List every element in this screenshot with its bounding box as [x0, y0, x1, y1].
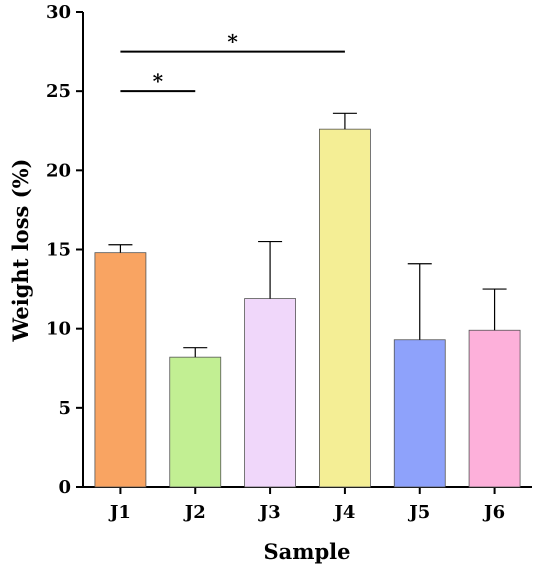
y-axis: 0 5 10 15 20 25 30: [46, 2, 83, 498]
error-bars: [108, 113, 506, 357]
bar-J1: [95, 253, 146, 487]
y-tick-label-10: 10: [46, 319, 71, 340]
bar-J2: [170, 357, 221, 487]
bars: [95, 129, 520, 487]
bar-J4: [319, 129, 370, 487]
x-tick-label-J4: J4: [332, 502, 355, 523]
x-tick-label-J6: J6: [482, 502, 505, 523]
x-tick-label-J5: J5: [407, 502, 430, 523]
bar-J3: [245, 299, 296, 487]
x-axis-title: Sample: [263, 539, 350, 564]
x-tick-label-J1: J1: [108, 502, 131, 523]
x-axis: J1 J2 J3 J4 J5 J6: [82, 487, 532, 523]
bar-J5: [394, 340, 445, 487]
y-tick-label-15: 15: [46, 240, 71, 261]
y-axis-title: Weight loss (%): [8, 159, 33, 343]
bar-J6: [469, 330, 520, 487]
y-tick-label-5: 5: [58, 398, 71, 419]
y-tick-label-0: 0: [58, 477, 71, 498]
significance-label-J1-J2: *: [153, 69, 164, 93]
x-tick-label-J3: J3: [258, 502, 281, 523]
y-tick-label-25: 25: [46, 81, 71, 102]
significance-label-J1-J4: *: [227, 30, 238, 54]
y-tick-label-20: 20: [46, 160, 71, 181]
significance-annotations: **: [120, 30, 345, 94]
y-tick-label-30: 30: [46, 2, 71, 23]
x-tick-label-J2: J2: [183, 502, 206, 523]
